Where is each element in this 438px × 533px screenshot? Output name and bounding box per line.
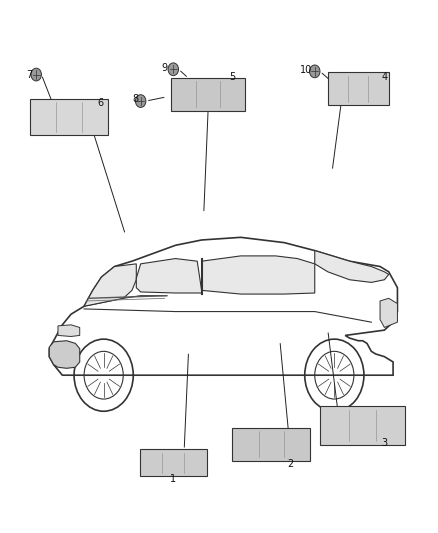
Text: 10: 10	[300, 65, 312, 75]
Polygon shape	[136, 259, 201, 293]
Polygon shape	[201, 256, 315, 294]
Text: 2: 2	[288, 459, 294, 469]
Text: 1: 1	[170, 474, 177, 483]
Circle shape	[135, 95, 146, 108]
Polygon shape	[49, 341, 80, 368]
Text: 7: 7	[27, 70, 33, 79]
Text: 3: 3	[381, 438, 388, 448]
Polygon shape	[315, 251, 389, 282]
FancyBboxPatch shape	[30, 99, 108, 135]
Text: 9: 9	[161, 63, 167, 72]
Text: 4: 4	[381, 71, 388, 82]
FancyBboxPatch shape	[232, 427, 310, 461]
Circle shape	[31, 68, 42, 81]
FancyBboxPatch shape	[171, 78, 245, 111]
FancyBboxPatch shape	[328, 72, 389, 106]
Text: 5: 5	[229, 71, 235, 82]
Circle shape	[310, 65, 320, 78]
Text: 6: 6	[98, 98, 104, 108]
Polygon shape	[84, 264, 136, 306]
Polygon shape	[380, 298, 397, 327]
Circle shape	[168, 63, 179, 76]
Polygon shape	[58, 325, 80, 336]
Text: 8: 8	[132, 94, 138, 104]
FancyBboxPatch shape	[321, 407, 405, 445]
FancyBboxPatch shape	[140, 449, 207, 477]
